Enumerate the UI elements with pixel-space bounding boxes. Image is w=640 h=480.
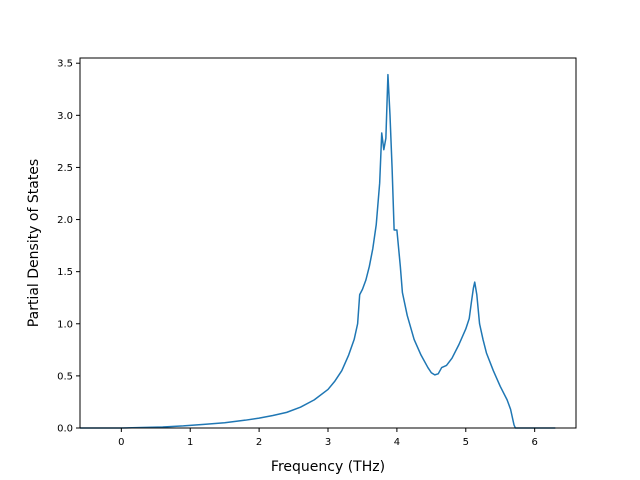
y-tick-label: 2.0 [57,215,73,226]
y-tick-label: 3.5 [57,59,73,70]
y-ticks: 0.0 0.5 1.0 1.5 2.0 2.5 3.0 3.5 [57,59,80,435]
y-tick-label: 1.0 [57,319,73,330]
y-tick-label: 0.0 [57,424,73,435]
y-tick-label: 0.5 [57,371,73,382]
x-tick-label: 0 [118,437,124,448]
y-tick-label: 1.5 [57,267,73,278]
plot-area [80,58,576,428]
x-tick-label: 3 [325,437,331,448]
x-tick-label: 5 [463,437,469,448]
y-tick-label: 3.0 [57,111,73,122]
plot-frame [79,57,577,429]
x-ticks: 0 1 2 3 4 5 6 [118,428,538,448]
y-tick-label: 2.5 [57,163,73,174]
x-tick-label: 1 [187,437,193,448]
x-tick-label: 6 [531,437,537,448]
chart-marks [80,73,556,429]
x-tick-label: 2 [256,437,262,448]
x-tick-label: 4 [394,437,400,448]
y-axis-label: Partial Density of States [26,159,42,327]
x-axis-label: Frequency (THz) [271,459,385,475]
series-line-0 [80,73,556,429]
